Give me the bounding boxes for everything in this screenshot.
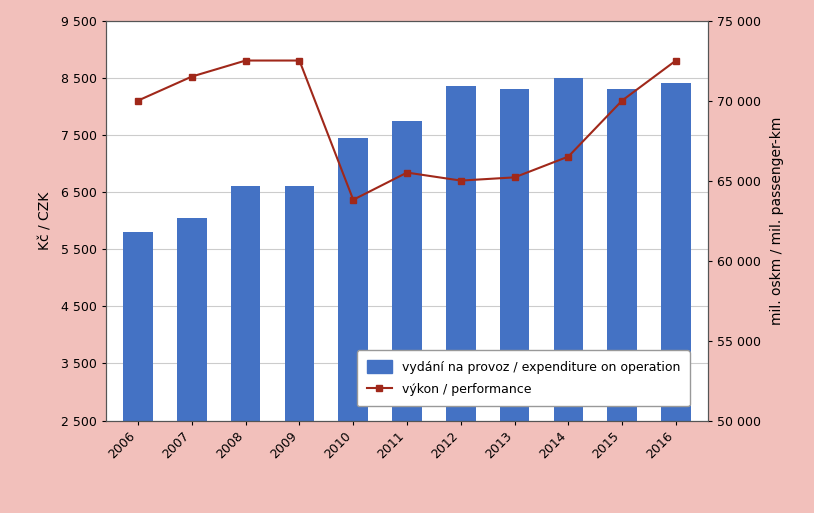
Bar: [392, 121, 422, 513]
Bar: [285, 186, 314, 513]
Bar: [339, 137, 368, 513]
Bar: [607, 89, 637, 513]
Legend: vydání na provoz / expenditure on operation, výkon / performance: vydání na provoz / expenditure on operat…: [357, 350, 690, 406]
Bar: [231, 186, 260, 513]
Bar: [554, 77, 583, 513]
Bar: [123, 232, 153, 513]
Bar: [446, 86, 475, 513]
Bar: [661, 84, 691, 513]
Y-axis label: Kč / CZK: Kč / CZK: [38, 191, 52, 250]
Bar: [177, 218, 207, 513]
Bar: [500, 89, 529, 513]
Y-axis label: mil. oskm / mil. passenger-km: mil. oskm / mil. passenger-km: [769, 116, 784, 325]
